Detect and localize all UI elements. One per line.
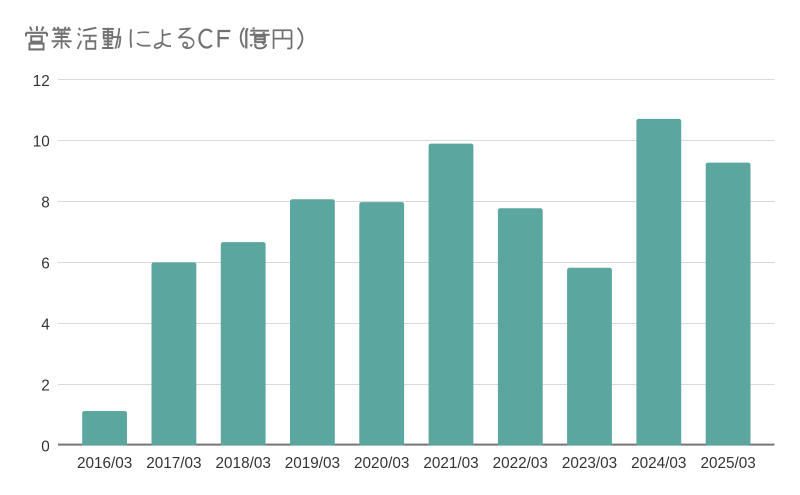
- svg-text:4: 4: [41, 317, 50, 334]
- svg-text:2018/03: 2018/03: [216, 455, 271, 472]
- svg-text:10: 10: [33, 134, 50, 151]
- svg-text:2022/03: 2022/03: [493, 455, 548, 472]
- svg-text:6: 6: [41, 256, 50, 273]
- svg-text:2017/03: 2017/03: [146, 455, 201, 472]
- svg-text:2: 2: [41, 378, 50, 395]
- svg-text:12: 12: [33, 73, 50, 90]
- svg-text:2021/03: 2021/03: [423, 455, 478, 472]
- svg-text:2025/03: 2025/03: [700, 455, 755, 472]
- svg-text:8: 8: [41, 195, 50, 212]
- svg-text:0: 0: [41, 438, 50, 455]
- svg-text:2019/03: 2019/03: [285, 455, 340, 472]
- svg-text:2020/03: 2020/03: [354, 455, 409, 472]
- svg-text:2016/03: 2016/03: [77, 455, 132, 472]
- svg-text:2023/03: 2023/03: [562, 455, 617, 472]
- svg-text:2024/03: 2024/03: [631, 455, 686, 472]
